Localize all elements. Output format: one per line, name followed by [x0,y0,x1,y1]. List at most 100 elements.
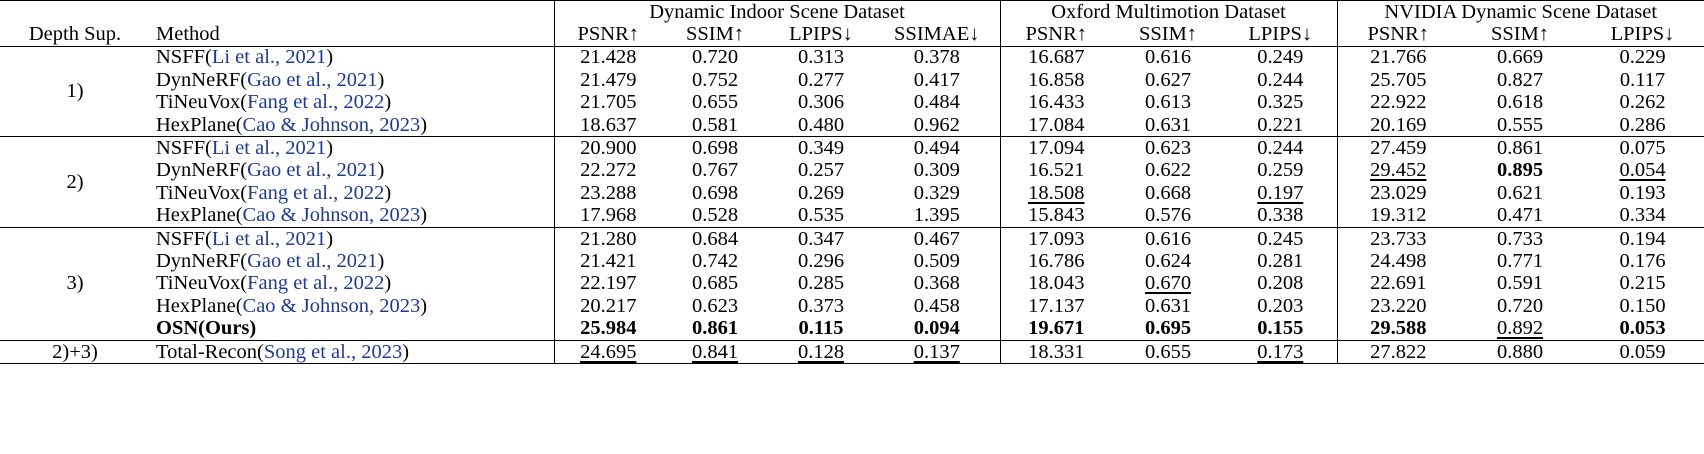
column-header: Method [150,23,555,47]
method-cell: NSFF(Li et al., 2021) [150,46,555,70]
value: 0.194 [1619,227,1666,250]
citation: Fang et al., 2022 [247,181,385,204]
value: 21.479 [580,68,637,91]
value: 0.117 [1619,68,1666,91]
method-cell: Total-Recon(Song et al., 2023) [150,340,555,364]
blank-cell [0,1,150,24]
value-cell: 25.984 [554,317,662,341]
value-cell: 0.221 [1224,113,1338,138]
data-row: DynNeRF(Gao et al., 2021) 22.272 0.767 0.25… [0,159,1704,183]
value-cell: 0.668 [1112,182,1224,204]
value: 0.698 [691,181,739,204]
value-cell: 0.244 [1224,68,1338,92]
value: 0.655 [1144,340,1192,363]
value: 17.084 [1028,113,1085,136]
value-cell: 0.880 [1459,340,1581,363]
depth-label: 2) [0,136,150,228]
column-header: LPIPS↓ [768,23,874,47]
citation: Gao et al., 2021 [247,159,378,182]
value-cell: 0.962 [874,113,1001,138]
data-row: HexPlane(Cao & Johnson, 2023) 18.637 0.581… [0,113,1704,138]
value: 21.766 [1370,46,1427,69]
value: 17.968 [580,204,637,227]
value: 0.613 [1144,91,1192,114]
data-row: DynNeRF(Gao et al., 2021) 21.479 0.752 0.27… [0,68,1704,92]
value-cell: 0.176 [1581,250,1704,272]
value-cell: 0.627 [1112,69,1224,91]
column-header: PSNR↑ [1337,23,1459,47]
value: 16.858 [1028,68,1085,91]
value-cell: 0.417 [874,69,1001,92]
column-header-row: Depth Sup. Method PSNR↑ SSIM↑ LPIPS↓ SSIMAE↓ P… [0,23,1704,47]
value-cell: 0.484 [874,91,1001,114]
value-cell: 0.259 [1224,159,1338,183]
value-cell: 0.494 [874,136,1001,160]
value: 0.347 [797,227,845,250]
citation: Cao & Johnson, 2023 [242,113,421,136]
value: 0.668 [1144,181,1192,204]
value-cell: 0.623 [1112,137,1224,160]
method-text: ) [326,227,334,250]
blank-cell [150,0,555,24]
value-cell: 0.281 [1224,250,1338,273]
value: 0.197 [1257,181,1304,204]
value-cell: 0.655 [662,92,768,114]
data-row: TiNeuVox(Fang et al., 2022) 23.288 0.698 0.… [0,181,1704,205]
value: 0.244 [1257,68,1304,91]
method-text: ) [326,137,334,160]
group-header: Dynamic Indoor Scene Dataset [554,0,1001,24]
value: 0.094 [913,317,960,340]
value: 16.687 [1028,46,1085,69]
value: 16.786 [1028,249,1085,272]
value: 0.484 [913,91,960,114]
value-cell: 0.137 [874,340,1001,364]
method-cell: TiNeuVox(Fang et al., 2022) [150,91,555,114]
depth-label: 3) [0,227,150,341]
value: 0.631 [1144,113,1192,136]
data-row: TiNeuVox(Fang et al., 2022) 21.705 0.655 0.… [0,91,1704,114]
value: 0.173 [1257,340,1304,363]
value-cell: 22.197 [554,273,662,295]
value-cell: 0.338 [1224,204,1338,228]
data-row: 1) NSFF(Li et al., 2021) 21.428 0.720 0.313 0… [0,46,1704,138]
value: 0.155 [1257,317,1304,340]
value-cell: 0.618 [1459,92,1581,114]
data-row: 2) NSFF(Li et al., 2021) 20.900 0.698 0.349 0… [0,136,1704,228]
value: 25.984 [580,317,637,340]
method-text: ) [326,46,334,69]
value-cell: 21.421 [554,250,662,272]
data-row: DynNeRF(Gao et al., 2021) 21.421 0.742 0.29… [0,249,1704,273]
value-cell: 0.094 [874,317,1001,341]
value-cell: 0.245 [1224,227,1338,251]
value: 27.822 [1370,340,1427,363]
value: 0.115 [798,317,844,340]
value: 0.861 [691,317,739,340]
value-cell: 17.094 [1000,137,1112,160]
method-text: ) [384,272,392,295]
group-header-row: Dynamic Indoor Scene Dataset Oxford Multi… [0,0,1704,24]
value: 0.627 [1144,68,1192,91]
value: 0.480 [797,113,845,136]
value: 0.695 [1144,317,1192,340]
value-cell: 29.452 [1337,160,1459,182]
column-header: SSIMAE↓ [874,23,1001,47]
value-cell: 17.084 [1000,113,1112,138]
method-text: ) [384,181,392,204]
value: 29.588 [1370,317,1427,340]
value-cell: 0.203 [1224,295,1338,318]
method-text: ) [377,68,385,91]
value-cell: 0.197 [1224,181,1338,205]
value: 0.245 [1257,227,1304,250]
value: 0.373 [797,294,845,317]
depth-label: 2)+3) [52,340,98,363]
value: 0.215 [1619,272,1666,295]
value-cell: 0.053 [1581,317,1704,341]
value: 16.521 [1028,159,1085,182]
value-cell: 0.229 [1581,46,1704,69]
value-cell: 0.467 [874,227,1001,251]
value-cell: 0.075 [1581,137,1704,160]
method-cell: NSFF(Li et al., 2021) [150,136,555,160]
value-cell: 1.395 [874,204,1001,228]
column-header: SSIM↑ [662,23,768,47]
